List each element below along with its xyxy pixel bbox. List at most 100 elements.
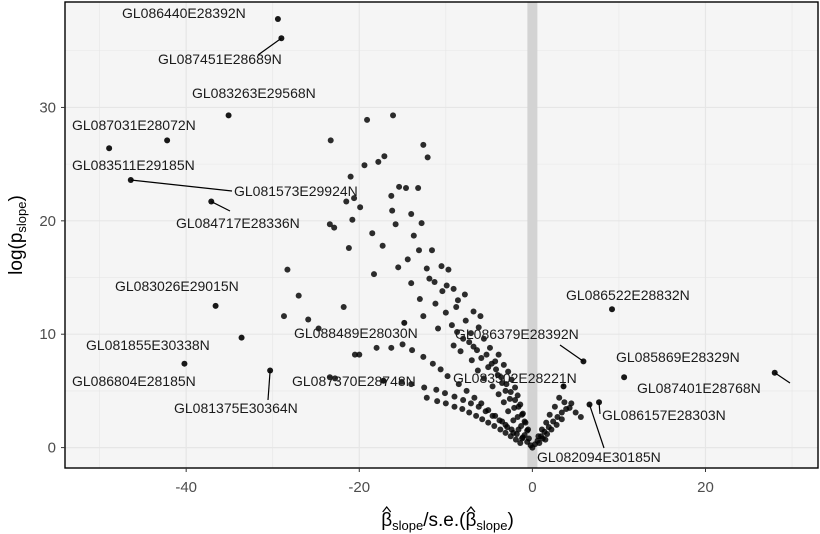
point-label: GL085869E28329N xyxy=(616,349,740,365)
data-point xyxy=(457,348,464,355)
point-label: GL081855E30338N xyxy=(86,337,210,353)
data-point xyxy=(548,426,555,433)
data-point xyxy=(504,424,511,431)
data-point xyxy=(500,399,507,406)
label-leader xyxy=(211,201,231,212)
grid-major xyxy=(65,2,818,468)
data-point xyxy=(480,375,487,382)
x-title-sub-1: slope xyxy=(392,518,423,533)
data-point xyxy=(568,400,575,407)
label-leader xyxy=(267,370,271,401)
data-point xyxy=(467,330,474,337)
label-leader xyxy=(774,372,791,384)
label-leader xyxy=(562,383,565,387)
data-point xyxy=(284,266,291,273)
hat-mark xyxy=(466,506,476,513)
data-point xyxy=(483,351,490,358)
data-point xyxy=(398,378,405,385)
data-point xyxy=(535,433,542,440)
data-point xyxy=(396,183,403,190)
data-point xyxy=(485,407,492,414)
point-label: GL083511E29185N xyxy=(72,157,195,173)
data-point xyxy=(388,192,395,199)
y-tick-label: 10 xyxy=(39,326,56,343)
label-leader xyxy=(598,402,601,415)
label-leader-lines xyxy=(130,37,791,449)
data-point xyxy=(450,285,457,292)
data-point xyxy=(364,116,371,123)
data-point xyxy=(295,292,302,299)
data-point xyxy=(499,418,506,425)
data-point xyxy=(370,271,377,278)
data-point xyxy=(428,247,435,254)
data-point xyxy=(434,398,441,405)
data-point xyxy=(502,429,509,436)
data-point xyxy=(326,221,333,228)
data-point xyxy=(443,282,450,289)
x-tick-label: 0 xyxy=(528,479,536,496)
data-point xyxy=(343,198,350,205)
labeled-data-point xyxy=(164,137,171,144)
label-leader xyxy=(588,404,605,449)
data-point xyxy=(553,421,560,428)
data-point xyxy=(403,184,410,191)
point-label: GL083026E29015N xyxy=(115,278,239,294)
data-point xyxy=(493,366,500,373)
data-point xyxy=(431,279,438,286)
data-point xyxy=(485,419,492,426)
data-point xyxy=(471,394,478,401)
data-point xyxy=(508,376,515,383)
point-label: GL086440E28392N xyxy=(122,5,246,21)
label-leader xyxy=(559,344,584,362)
data-point xyxy=(518,411,525,418)
point-label: GL081573E29924N xyxy=(234,183,358,199)
data-point xyxy=(460,396,467,403)
data-point xyxy=(491,423,498,430)
y-axis-title: log(pslope) xyxy=(6,195,29,275)
data-point xyxy=(448,322,455,329)
data-point xyxy=(495,391,502,398)
data-point xyxy=(442,309,449,316)
label-leader xyxy=(130,179,233,192)
data-point xyxy=(572,409,579,416)
data-point xyxy=(514,392,521,399)
x-axis-title: βslope/s.e.(βslope) xyxy=(381,510,514,533)
x-title-sub-2: slope xyxy=(476,518,507,533)
data-point xyxy=(467,400,474,407)
data-point xyxy=(455,381,462,388)
hat-mark xyxy=(382,506,392,513)
data-point xyxy=(305,316,312,323)
data-point xyxy=(470,343,477,350)
data-points xyxy=(106,16,778,451)
x-tick-label: -40 xyxy=(175,479,197,496)
label-leader xyxy=(257,37,282,56)
data-point xyxy=(395,264,402,271)
data-point xyxy=(327,137,334,144)
data-point xyxy=(357,204,364,211)
data-point xyxy=(474,367,481,374)
data-point xyxy=(415,184,422,191)
labeled-data-point xyxy=(181,360,188,367)
data-point xyxy=(390,112,397,119)
data-point xyxy=(454,297,461,304)
data-point xyxy=(515,403,522,410)
data-point xyxy=(361,162,368,169)
data-point xyxy=(356,351,363,358)
point-label: GL087401E28768N xyxy=(637,380,761,396)
y-title-end: ) xyxy=(6,195,27,201)
data-point xyxy=(331,224,338,231)
data-point xyxy=(388,344,395,351)
data-point xyxy=(503,381,510,388)
data-point xyxy=(433,386,440,393)
data-point xyxy=(404,256,411,263)
labeled-data-point xyxy=(212,302,219,309)
point-label: GL088489E28030N xyxy=(294,325,418,341)
data-point xyxy=(379,242,386,249)
data-point xyxy=(468,357,475,364)
data-point xyxy=(373,344,380,351)
data-point xyxy=(424,154,431,161)
data-point xyxy=(556,394,563,401)
data-point xyxy=(445,266,452,273)
data-point xyxy=(478,400,485,407)
